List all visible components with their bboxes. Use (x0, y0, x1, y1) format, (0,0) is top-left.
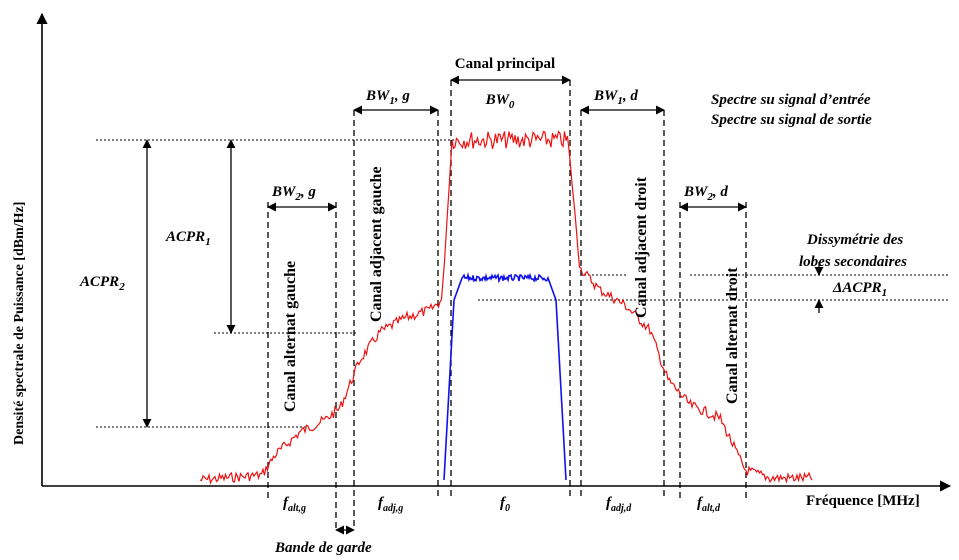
input-spectrum (443, 271, 567, 481)
x-axis-title: Fréquence [MHz] (806, 493, 920, 509)
tick-f-alt-g: falt,g (283, 495, 306, 514)
output-spectrum (199, 130, 813, 485)
reference-lines (96, 139, 950, 428)
tick-f0: f0 (500, 495, 510, 514)
acpr2-label: ACPR2 (79, 274, 125, 293)
bw1-left-label: BW1, g (365, 88, 410, 107)
alt-left-channel-label: Canal alternat gauche (282, 261, 299, 412)
channel-boundaries (267, 80, 747, 530)
bw1-right-label: BW1, d (593, 88, 638, 107)
bw2-left-label: BW2, g (271, 184, 316, 203)
tick-f-adj-g: fadj,g (378, 495, 403, 514)
guard-band-label: Bande de garde (274, 540, 372, 556)
legend-input: Spectre su signal d’entrée (711, 92, 871, 108)
delta-acpr-label: ΔACPR1 (832, 280, 887, 299)
bw0-label: BW0 (485, 92, 515, 111)
asymmetry-label-line2: lobes secondaires (799, 254, 907, 270)
tick-f-alt-d: falt,d (697, 495, 721, 514)
adj-right-channel-label: Canal adjacent droit (633, 176, 650, 318)
adj-left-channel-label: Canal adjacent gauche (368, 166, 385, 322)
bw2-right-label: BW2, d (683, 184, 728, 203)
legend-output: Spectre su signal de sortie (711, 112, 872, 128)
tick-f-adj-d: fadj,d (606, 495, 632, 514)
asymmetry-label-line1: Dissymétrie des (806, 232, 903, 248)
y-axis-title: Densité spectrale de Puissance [dBm/Hz] (12, 202, 27, 445)
alt-right-channel-label: Canal alternat droit (724, 267, 741, 404)
acpr1-label: ACPR1 (165, 229, 211, 248)
main-channel-label: Canal principal (455, 56, 555, 72)
